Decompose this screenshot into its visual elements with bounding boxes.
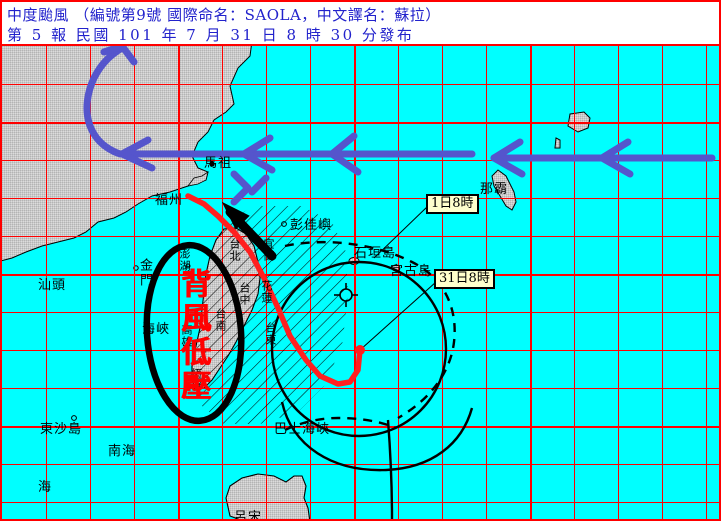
- grid-line-h-major: [2, 122, 719, 124]
- place-label-matsu: 馬祖: [204, 156, 233, 171]
- grid-line-v: [662, 46, 663, 519]
- grid-line-h: [2, 236, 719, 237]
- place-label-sea-character: 海: [38, 480, 53, 495]
- place-label-bashi-channel: 巴士海峽: [274, 422, 331, 437]
- lee-side-low-annotation: 背風低壓: [175, 268, 210, 404]
- grid-line-h: [2, 160, 719, 161]
- grid-line-h: [2, 84, 719, 85]
- forecast-probability-circle: [270, 260, 448, 438]
- wind-arrow-west-2-head: [240, 134, 276, 174]
- city-label-kaohsiung: 高雄: [180, 324, 193, 348]
- grid-line-v: [574, 46, 575, 519]
- place-label-fuzhou: 福州: [155, 193, 184, 208]
- city-label-penghu: 澎湖: [178, 248, 191, 272]
- bulletin-title: 中度颱風 （編號第9號 國際命名：SAOLA，中文譯名：蘇拉）: [7, 6, 441, 24]
- place-label-miyako-island: 宮古島: [390, 264, 433, 279]
- wind-arrow-east-1-head: [490, 138, 526, 178]
- place-label-pengjia-islet: 彭佳嶼: [290, 218, 333, 233]
- place-label-taiwan-strait: 海峽: [142, 322, 171, 337]
- grid-line-v-major: [530, 46, 532, 519]
- city-label-yilan: 宜蘭: [262, 238, 275, 262]
- grid-line-v: [706, 46, 707, 519]
- fujian-coast-detail: [187, 171, 209, 187]
- city-label-hualien: 花蓮: [260, 280, 273, 304]
- grid-line-h: [2, 388, 719, 389]
- callout-forecast-31day-0800[interactable]: 31日8時: [434, 269, 495, 289]
- grid-line-v: [618, 46, 619, 519]
- place-label-south-china-sea: 南海: [108, 444, 137, 459]
- grid-line-v-major: [354, 46, 356, 519]
- grid-line-h: [2, 312, 719, 313]
- wind-arrow-recurve-head: [100, 46, 138, 66]
- grid-line-v: [90, 46, 91, 519]
- typhoon-track-line: [185, 193, 363, 387]
- city-label-tainan: 台南: [214, 308, 227, 332]
- place-label-ishigaki-island: 石垣島: [354, 246, 397, 261]
- city-label-taipei: 台北: [228, 238, 241, 262]
- bulletin-header: 中度颱風 （編號第9號 國際命名：SAOLA，中文譯名：蘇拉） 第 5 報 民國…: [0, 0, 721, 44]
- city-label-taichung: 台中: [238, 282, 251, 306]
- wind-arrow-east-2-head: [598, 138, 634, 178]
- grid-line-h: [2, 502, 719, 503]
- grid-line-v: [46, 46, 47, 519]
- place-label-shantou: 汕頭: [38, 278, 67, 293]
- pengjia-islet-shape: [281, 221, 287, 227]
- pointer-arrow-head: [221, 201, 250, 230]
- city-label-hengchun: 恆春: [190, 368, 203, 392]
- city-label-taitung: 台東: [264, 322, 277, 346]
- grid-line-h-major: [2, 426, 719, 428]
- grid-line-v: [222, 46, 223, 519]
- grid-line-h-major: [2, 274, 719, 276]
- grid-line-v: [134, 46, 135, 519]
- wind-arrow-west-1-head: [118, 136, 156, 172]
- bulletin-issue-info: 第 5 報 民國 101 年 7 月 31 日 8 時 30 分發布: [7, 26, 415, 44]
- grid-line-v: [310, 46, 311, 519]
- place-label-naha: 那霸: [480, 182, 509, 197]
- wind-arrow-small-stroke: [248, 174, 270, 196]
- grid-line-v: [398, 46, 399, 519]
- place-label-dongsha-island: 東沙島: [40, 422, 83, 437]
- grid-line-h: [2, 464, 719, 465]
- typhoon-track-map[interactable]: 背風低壓 福州 馬祖 彭佳嶼 那霸 汕頭 金門 海峽 東沙島 南海 呂宋 石垣島…: [0, 44, 721, 521]
- grid-line-h: [2, 198, 719, 199]
- warning-boundary-south-line: [386, 419, 394, 519]
- tokara-islet: [554, 137, 561, 149]
- place-label-luzon: 呂宋: [234, 510, 263, 519]
- place-label-kinmen: 金門: [137, 258, 152, 288]
- map-canvas: 背風低壓 福州 馬祖 彭佳嶼 那霸 汕頭 金門 海峽 東沙島 南海 呂宋 石垣島…: [2, 46, 719, 519]
- grid-line-h: [2, 350, 719, 351]
- callout-forecast-1day-0800[interactable]: 1日8時: [426, 194, 479, 214]
- wind-arrow-recurve: [83, 46, 126, 158]
